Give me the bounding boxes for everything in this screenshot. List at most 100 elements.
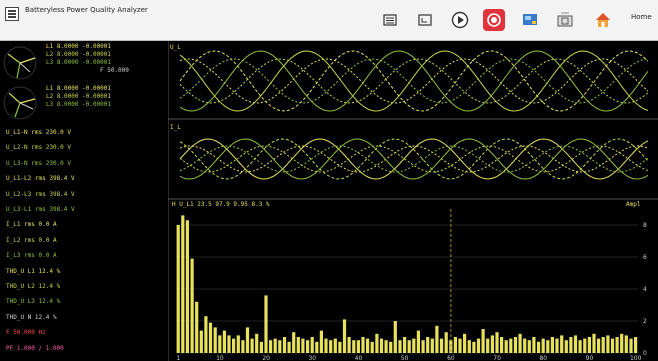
x-tick-label: 10	[216, 355, 224, 361]
harmonic-bar	[550, 337, 554, 353]
phasor-upper-row: L3 8.0000 -0.00001	[46, 59, 112, 66]
channel-reading[interactable]: I_L3 rms 0.0 A	[6, 252, 57, 260]
list-icon	[383, 14, 397, 26]
current-waveform	[179, 145, 649, 173]
channel-reading[interactable]: U_L3-N rms 230.0 V	[6, 159, 72, 167]
voltage-waveform	[179, 58, 649, 104]
fullscreen-icon	[418, 14, 432, 26]
harmonic-bar	[403, 337, 407, 353]
phasor-upper	[3, 46, 37, 80]
harmonic-bar	[504, 340, 508, 353]
harmonic-bar	[236, 335, 240, 353]
harmonic-bar	[361, 337, 365, 353]
harmonic-bar	[601, 337, 605, 353]
harmonic-bar	[379, 338, 384, 353]
harmonic-bar	[629, 338, 633, 353]
home-button[interactable]	[592, 9, 614, 31]
harmonic-bar	[181, 215, 185, 353]
harmonic-bar	[555, 338, 559, 353]
channel-reading[interactable]: U_L1-L2 rms 398.4 V	[6, 175, 75, 183]
harmonic-bar	[513, 337, 518, 353]
harmonic-bar	[426, 337, 430, 353]
harmonic-bar	[324, 338, 328, 353]
harmonic-bar	[393, 321, 397, 353]
harmonic-bar	[620, 333, 624, 353]
phasor-lower-row: L2 8.0000 -0.00001	[46, 93, 112, 100]
harmonic-bar	[527, 340, 531, 353]
harmonic-bar	[573, 335, 578, 353]
voltage-waveform	[179, 58, 649, 104]
harmonic-bar	[490, 335, 494, 353]
harmonic-bar	[560, 335, 564, 353]
harmonic-bar	[329, 340, 333, 353]
harmonic-bar	[592, 333, 596, 353]
harmonic-bar	[610, 338, 615, 353]
screen-icon	[523, 14, 537, 25]
play-button[interactable]	[449, 9, 471, 31]
harmonic-bar	[439, 338, 444, 353]
voltage-wave-label: U_L	[170, 44, 181, 51]
harmonic-bar	[204, 316, 208, 353]
harmonic-bar	[463, 333, 467, 353]
harmonic-bar	[412, 338, 416, 353]
channel-reading[interactable]: THD_U L2 12.4 %	[6, 283, 61, 290]
harmonic-bar	[333, 338, 337, 353]
harmonic-bar	[375, 333, 379, 353]
channel-reading[interactable]: F 50.000 Hz	[6, 329, 46, 337]
harmonic-bar	[444, 332, 448, 353]
harmonic-bar	[338, 341, 342, 353]
fullscreen-button[interactable]	[414, 9, 436, 31]
harmonic-bar	[569, 337, 573, 353]
harmonic-bar	[453, 337, 457, 353]
harmonic-bar	[615, 337, 619, 353]
channel-reading[interactable]: I_L1 rms 0.0 A	[6, 221, 57, 229]
harmonic-bar	[218, 335, 222, 353]
app-menu-icon[interactable]	[5, 7, 19, 21]
x-tick-label: 1	[176, 355, 180, 361]
phasor-upper-row: L2 8.0000 -0.00001	[46, 51, 112, 58]
harmonics-header: H U_L1 23.5 97.9 9.95 8.3 %	[172, 201, 270, 208]
snapshot-button[interactable]	[554, 9, 576, 31]
harmonic-bar	[259, 341, 263, 353]
harmonic-bar	[185, 220, 189, 353]
harmonic-bar	[587, 337, 591, 353]
harmonic-bar	[176, 225, 180, 353]
harmonic-bar	[278, 340, 282, 353]
screen-button[interactable]	[519, 9, 541, 31]
harmonic-bar	[287, 341, 291, 353]
channel-reading[interactable]: I_L2 rms 0.0 A	[6, 236, 57, 244]
channel-reading[interactable]: THD_U N 12.4 %	[6, 313, 57, 321]
harmonic-bar	[306, 340, 310, 353]
window-title: Batteryless Power Quality Analyzer	[25, 6, 148, 14]
list-view-button[interactable]	[379, 9, 401, 31]
harmonic-bar	[421, 340, 425, 353]
x-tick-label: 70	[493, 355, 501, 361]
phasor-lower	[3, 86, 37, 120]
channel-reading[interactable]: THD_U L1 12.4 %	[6, 267, 61, 275]
harmonic-bar	[264, 295, 268, 353]
x-tick-label: 100	[630, 355, 642, 361]
harmonic-bar	[537, 341, 541, 353]
channel-reading[interactable]: U_L1-N rms 230.0 V	[6, 129, 72, 136]
title-bar: Batteryless Power Quality Analyzer Home	[0, 0, 658, 41]
x-tick-label: 60	[447, 355, 455, 361]
channel-reading[interactable]: PF 1.000 / 1.000	[6, 344, 64, 352]
phasor-frequency: F 50.000	[100, 67, 129, 74]
harmonic-bar	[578, 340, 582, 353]
phasor-lower-row: L1 8.0000 -0.00001	[46, 85, 112, 92]
harmonic-bar	[310, 337, 314, 353]
channel-reading[interactable]: THD_U L3 12.4 %	[6, 298, 61, 306]
harmonic-bar	[435, 325, 439, 353]
channel-panel: L1 8.0000 -0.00001 L2 8.0000 -0.00001 L3…	[0, 41, 168, 361]
harmonic-bar	[301, 338, 305, 353]
harmonic-bar	[190, 258, 194, 353]
channel-reading[interactable]: U_L2-N rms 230.0 V	[6, 144, 72, 152]
channel-reading[interactable]: U_L3-L1 rms 398.4 V	[6, 206, 75, 213]
harmonic-bar	[458, 338, 462, 353]
y-tick-label: 8	[643, 222, 647, 229]
record-button[interactable]	[483, 9, 505, 31]
home-icon	[596, 13, 610, 27]
y-tick-label: 0	[643, 350, 647, 357]
channel-reading[interactable]: U_L2-L3 rms 398.4 V	[6, 190, 75, 198]
harmonic-bar	[269, 340, 273, 353]
